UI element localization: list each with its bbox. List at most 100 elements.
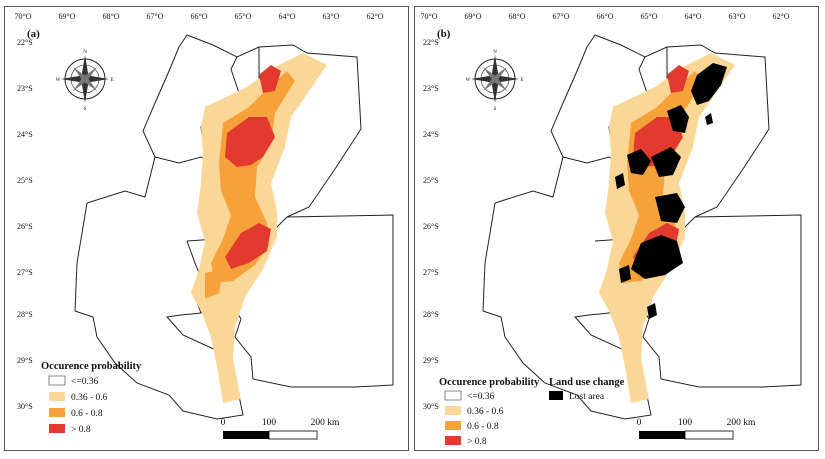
lat-tick-label: 26°S — [423, 222, 439, 231]
lat-tick-label: 22°S — [17, 38, 33, 47]
lat-tick-label: 24°S — [17, 130, 33, 139]
lon-tick-label: 66°O — [597, 12, 614, 21]
lost-area-patch — [627, 149, 651, 175]
legend-swatch — [445, 421, 461, 430]
lat-tick-label: 24°S — [423, 130, 439, 139]
prob-zone-high — [259, 65, 281, 93]
lat-tick-label: 22°S — [423, 38, 439, 47]
compass-letter: E — [520, 78, 523, 83]
prob-zone-high — [225, 117, 275, 167]
lost-area-patch — [647, 303, 657, 319]
legend-title: Land use change — [549, 377, 625, 388]
lost-area-patch — [651, 147, 681, 177]
lost-area-patch — [691, 63, 727, 105]
compass-letter: N — [83, 50, 87, 55]
lon-tick-label: 70°O — [421, 12, 438, 21]
compass-rose: N S E W — [466, 50, 524, 112]
legend-label: > 0.8 — [467, 437, 487, 447]
legend-land-use: Land use change Lost area — [549, 377, 625, 402]
lost-area-patch — [615, 173, 625, 189]
legend-probability: Occurence probability <=0.36 0.36 - 0.6 … — [41, 361, 142, 435]
lat-tick-label: 23°S — [17, 84, 33, 93]
lat-tick-label: 23°S — [423, 84, 439, 93]
scale-bar: 0 100 200 km — [221, 418, 340, 440]
legend-swatch — [444, 390, 462, 401]
lat-tick-label: 26°S — [17, 222, 33, 231]
map-svg-a: 70°O 69°O 68°O 67°O 66°O 65°O 64°O 63°O … — [15, 12, 394, 440]
lon-tick-label: 67°O — [553, 12, 570, 21]
scale-segment — [268, 430, 318, 440]
lon-tick-label: 62°O — [773, 12, 790, 21]
lat-tick-label: 29°S — [17, 356, 33, 365]
lat-tick-label: 25°S — [423, 176, 439, 185]
lon-tick-label: 66°O — [191, 12, 208, 21]
lat-tick-label: 28°S — [423, 310, 439, 319]
legend-swatch — [48, 375, 66, 386]
scale-tick-label: 0 — [221, 418, 226, 428]
lon-tick-label: 63°O — [323, 12, 340, 21]
map-panel-b: 70°O 69°O 68°O 67°O 66°O 65°O 64°O 63°O … — [414, 6, 819, 451]
map-svg-b: 70°O 69°O 68°O 67°O 66°O 65°O 64°O 63°O … — [421, 12, 802, 447]
lost-area-patch — [667, 105, 689, 133]
compass-letter: W — [466, 78, 471, 83]
compass-needle — [73, 67, 97, 91]
compass-letter: S — [494, 107, 497, 112]
compass-rose: N S E W — [56, 50, 114, 112]
scale-segment — [684, 430, 734, 440]
lat-tick-label: 25°S — [17, 176, 33, 185]
scale-tick-label: 100 — [262, 418, 277, 428]
lost-area-layer — [615, 63, 727, 319]
lost-area-patch — [705, 113, 713, 125]
legend-swatch — [445, 406, 461, 415]
prob-zone-mid — [205, 269, 223, 299]
lon-tick-label: 69°O — [59, 12, 76, 21]
scale-segment — [223, 431, 269, 439]
legend-swatch — [49, 408, 65, 417]
legend-title: Occurence probability — [439, 377, 540, 388]
lat-tick-label: 27°S — [423, 268, 439, 277]
scale-tick-label: 200 km — [311, 418, 340, 428]
scale-tick-label: 0 — [637, 418, 642, 428]
prob-zone-mid — [211, 71, 295, 283]
lon-tick-labels: 70°O 69°O 68°O 67°O 66°O 65°O 64°O 63°O … — [421, 12, 790, 21]
compass-letter: S — [84, 107, 87, 112]
legend-label: <=0.36 — [71, 377, 99, 387]
prob-zone-mid — [619, 71, 703, 283]
lon-tick-label: 63°O — [729, 12, 746, 21]
scale-tick-label: 100 — [678, 418, 693, 428]
legend-title: Occurence probability — [41, 361, 142, 372]
compass-letter: N — [493, 50, 497, 55]
lon-tick-label: 67°O — [147, 12, 164, 21]
lon-tick-labels: 70°O 69°O 68°O 67°O 66°O 65°O 64°O 63°O … — [15, 12, 384, 21]
legend-probability: Occurence probability <=0.36 0.36 - 0.6 … — [439, 377, 540, 447]
lon-tick-label: 64°O — [685, 12, 702, 21]
panel-label: (b) — [437, 28, 451, 40]
lon-tick-label: 68°O — [509, 12, 526, 21]
lon-tick-label: 65°O — [641, 12, 658, 21]
lon-tick-label: 69°O — [465, 12, 482, 21]
lat-tick-label: 29°S — [423, 356, 439, 365]
legend-label: <=0.36 — [467, 392, 495, 402]
legend-label: 0.36 - 0.6 — [467, 407, 504, 417]
prob-zone-high — [667, 65, 689, 93]
lat-tick-label: 27°S — [17, 268, 33, 277]
probability-layer — [191, 53, 327, 403]
scale-segment — [639, 431, 685, 439]
legend-label: 0.6 - 0.8 — [71, 409, 103, 419]
panel-label: (a) — [27, 28, 40, 40]
lon-tick-label: 65°O — [235, 12, 252, 21]
map-panel-a: 70°O 69°O 68°O 67°O 66°O 65°O 64°O 63°O … — [4, 6, 409, 451]
compass-letter: W — [56, 78, 61, 83]
legend-swatch — [445, 436, 461, 445]
lon-tick-label: 70°O — [15, 12, 32, 21]
legend-label: 0.36 - 0.6 — [71, 393, 108, 403]
legend-swatch — [549, 391, 563, 400]
legend-swatch — [49, 424, 65, 433]
prob-zone-high — [225, 223, 271, 269]
legend-swatch — [49, 392, 65, 401]
lat-tick-label: 30°S — [17, 402, 33, 411]
compass-letter: E — [110, 78, 113, 83]
lat-tick-labels: 22°S 23°S 24°S 25°S 26°S 27°S 28°S 29°S … — [17, 38, 33, 411]
lon-tick-label: 62°O — [367, 12, 384, 21]
scale-bar: 0 100 200 km — [637, 418, 756, 440]
